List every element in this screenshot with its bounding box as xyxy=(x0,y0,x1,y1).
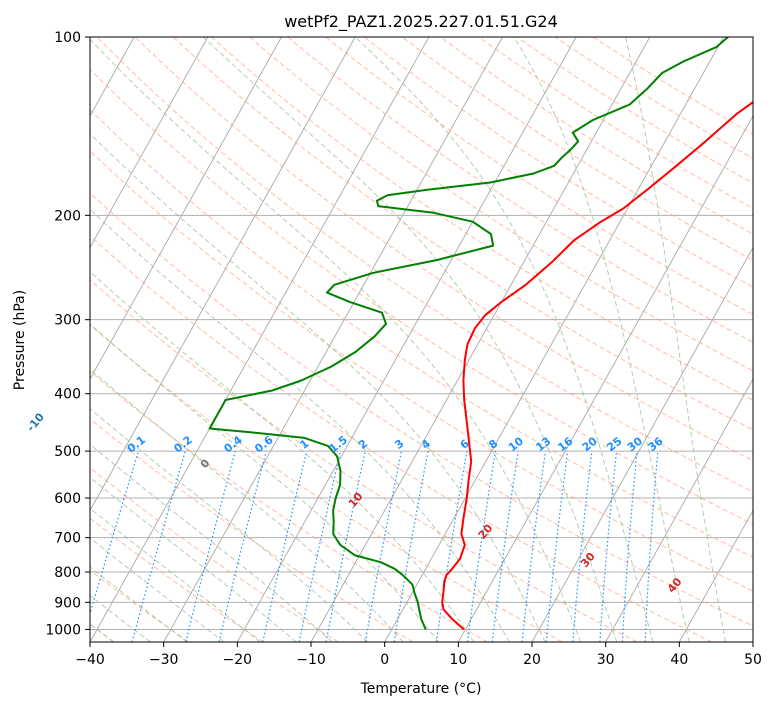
isotherm-line xyxy=(384,37,724,642)
moist-adiabat-line xyxy=(90,323,439,642)
isotherm-line xyxy=(605,377,753,642)
x-tick-label: 20 xyxy=(523,652,541,668)
dry-adiabat-line xyxy=(90,68,753,525)
y-tick-label: 200 xyxy=(54,208,81,224)
isotherm-line xyxy=(90,37,282,380)
dry-adiabat-line xyxy=(478,37,753,209)
x-axis: −40 −30 −20 −10 0 10 20 30 40 50 xyxy=(75,642,762,668)
moist-adiabat-line xyxy=(90,208,510,642)
mixing-ratio-line xyxy=(545,451,569,642)
dry-adiabat-line xyxy=(90,150,753,592)
y-axis: 1000 900 800 700 600 500 400 300 200 100 xyxy=(45,30,90,638)
mixing-ratio-line xyxy=(325,450,366,642)
mixing-ratio-line xyxy=(521,451,547,642)
dry-adiabat-line xyxy=(363,37,753,288)
dry-adiabat-line xyxy=(287,37,753,343)
y-tick-label: 300 xyxy=(54,313,81,329)
isotherm-line xyxy=(236,37,577,642)
x-axis-title: Temperature (°C) xyxy=(360,681,482,697)
isotherm-line xyxy=(90,37,209,249)
y-tick-label: 1000 xyxy=(45,622,81,638)
moist-adiabat-line xyxy=(90,443,333,642)
chart-title: wetPf2_PAZ1.2025.227.01.51.G24 xyxy=(284,12,558,32)
dewpoint-profile-line xyxy=(208,37,729,630)
x-tick-label: −40 xyxy=(75,652,105,668)
plot-frame xyxy=(89,36,754,643)
moist-adiabat-line xyxy=(90,507,261,642)
isotherm-line xyxy=(531,246,753,642)
isotherm-line xyxy=(163,37,503,642)
mixing-ratio-line xyxy=(364,450,403,642)
dry-adiabat-line xyxy=(90,108,753,558)
mixing-ratio-line xyxy=(218,450,267,642)
x-tick-label: 40 xyxy=(670,652,688,668)
plot-area xyxy=(90,37,753,642)
series-layer xyxy=(208,37,753,631)
y-tick-label: 800 xyxy=(54,565,81,581)
y-tick-label: 500 xyxy=(54,444,81,460)
moist-adiabat-line xyxy=(90,368,404,642)
x-tick-label: 0 xyxy=(380,652,389,668)
mixing-ratio-line xyxy=(131,450,186,642)
isotherm-line xyxy=(90,37,356,512)
mixing-ratio-line xyxy=(491,451,519,642)
y-tick-label: 700 xyxy=(54,531,81,547)
isotherm-line xyxy=(678,509,753,642)
mixing-ratio-line xyxy=(298,450,342,642)
y-tick-label: 600 xyxy=(54,491,81,507)
dry-adiabat-line xyxy=(90,279,638,642)
y-tick-label: 900 xyxy=(54,595,81,611)
x-tick-label: −30 xyxy=(149,652,179,668)
isotherm-line xyxy=(310,37,651,642)
mixing-ratio-line xyxy=(466,450,497,642)
isotherm-line xyxy=(90,37,430,642)
y-axis-title: Pressure (hPa) xyxy=(12,290,28,390)
y-tick-label: 400 xyxy=(54,387,81,403)
mixing-ratio-line xyxy=(435,450,468,642)
x-tick-label: 10 xyxy=(449,652,467,668)
dry-adiabat-line xyxy=(96,37,753,493)
mixing-ratio-line xyxy=(185,450,236,642)
mixing-ratio-line xyxy=(262,450,308,642)
y-tick-label: 100 xyxy=(54,30,81,46)
dry-adiabat-line xyxy=(249,37,753,372)
dry-adiabat-line xyxy=(90,235,712,642)
moist-adiabat-line xyxy=(90,271,475,642)
background-lines xyxy=(90,37,753,642)
mixing-ratio-line xyxy=(393,450,429,642)
moist-adiabat-line xyxy=(90,537,225,642)
dry-adiabat-line xyxy=(172,37,753,431)
x-tick-label: −20 xyxy=(223,652,253,668)
dry-adiabat-line xyxy=(554,37,753,160)
dry-adiabat-line xyxy=(440,37,753,235)
x-tick-label: −10 xyxy=(296,652,326,668)
moist-adiabat-line xyxy=(90,132,546,642)
dry-adiabat-line xyxy=(90,192,753,627)
dry-adiabat-line xyxy=(325,37,753,315)
isotherm-line xyxy=(457,114,753,642)
moist-adiabat-line xyxy=(90,476,297,642)
temperature-profile-line xyxy=(441,100,753,631)
x-tick-label: 50 xyxy=(744,652,762,668)
moist-adiabat-line xyxy=(202,37,618,642)
moist-adiabat-line xyxy=(354,37,654,642)
dry-adiabat-line xyxy=(90,370,488,642)
mixing-ratio-line xyxy=(90,450,140,616)
moist-adiabat-line xyxy=(625,37,727,642)
moist-adiabat-line xyxy=(513,37,690,642)
x-tick-label: 30 xyxy=(597,652,615,668)
